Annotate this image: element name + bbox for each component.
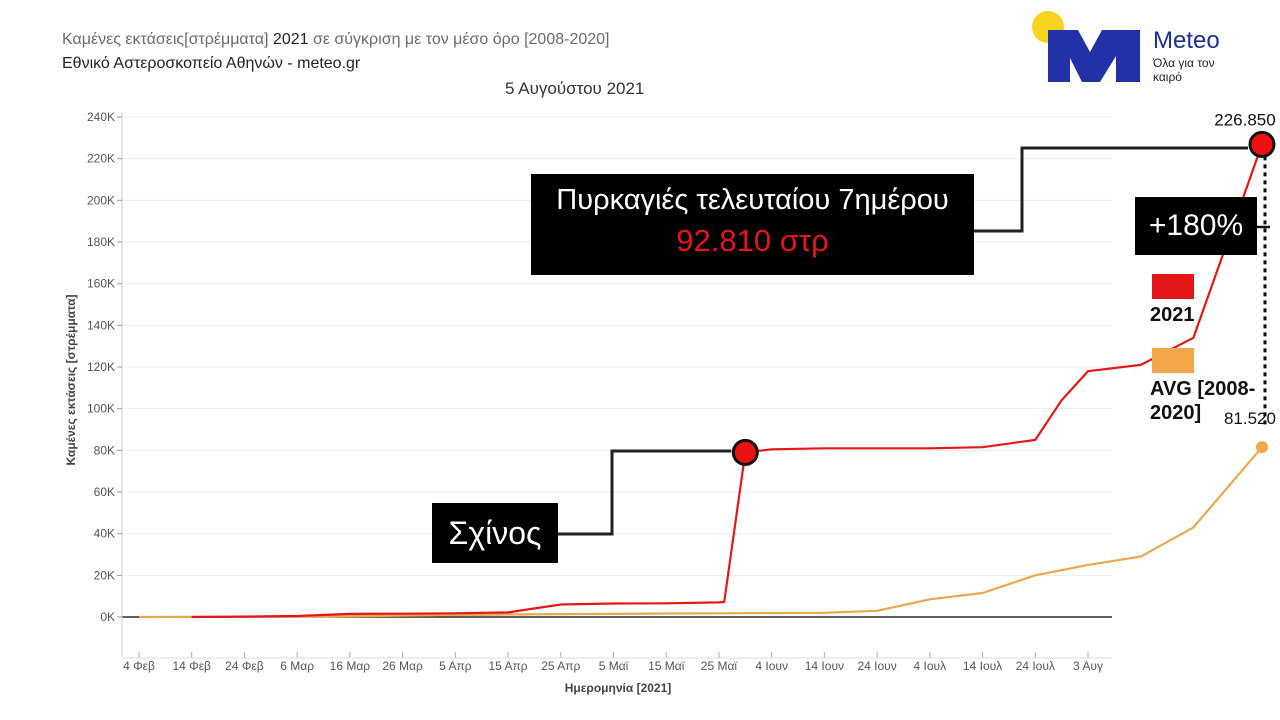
x-tick-label: 24 Ιουν xyxy=(857,659,896,673)
avg-value-label: 81.520 xyxy=(1224,409,1276,428)
schinos-box: Σχίνος xyxy=(432,503,558,563)
x-tick-label: 25 Μαϊ xyxy=(701,659,738,673)
week-box-title: Πυρκαγιές τελευταίου 7ημέρου xyxy=(556,184,949,216)
x-tick-label: 16 Μαρ xyxy=(330,659,371,673)
chart-title: Καμένες εκτάσεις[στρέμματα] 2021 σε σύγκ… xyxy=(62,31,609,49)
y-tick-label: 20K xyxy=(94,568,115,582)
y-axis: 0K 20K 40K 60K 80K 100K 120K 140K 160K 180K 200K 22… xyxy=(87,110,123,657)
percent-box: +180% xyxy=(1135,197,1257,255)
x-tick-label: 5 Απρ xyxy=(439,659,472,673)
schinos-marker xyxy=(731,438,759,466)
y-tick-label: 60K xyxy=(94,485,115,499)
series-line-2021 xyxy=(191,144,1264,619)
logo-name[interactable]: Meteo xyxy=(1153,27,1220,54)
x-tick-label: 24 Ιουλ xyxy=(1016,659,1055,673)
y-tick-label: 120K xyxy=(87,360,115,374)
x-tick-label: 4 Φεβ xyxy=(123,659,155,673)
x-tick-label: 4 Ιουν xyxy=(755,659,788,673)
chart-date: 5 Αυγούστου 2021 xyxy=(505,79,645,98)
y-tick-label: 160K xyxy=(87,277,115,291)
title-suffix: σε σύγκριση με τον μέσο όρο [2008-2020] xyxy=(312,31,610,48)
x-tick-label: 14 Ιουν xyxy=(805,659,844,673)
schinos-connector xyxy=(558,449,732,536)
y-tick-label: 40K xyxy=(94,527,115,541)
y-tick-label: 140K xyxy=(87,318,115,332)
y-tick-label: 80K xyxy=(94,443,115,457)
x-tick-label: 4 Ιουλ xyxy=(914,659,947,673)
week-box: Πυρκαγιές τελευταίου 7ημέρου 92.810 στρ xyxy=(531,174,974,275)
x-axis-title: Ημερομηνία [2021] xyxy=(565,681,672,695)
legend-label-avg: AVG [2008-2020] xyxy=(1150,378,1256,424)
x-tick-label: 15 Μαϊ xyxy=(648,659,685,673)
y-tick-label: 220K xyxy=(87,152,115,166)
peak-value-label: 226.850 xyxy=(1214,110,1275,129)
avg-end-marker xyxy=(1255,441,1268,454)
series xyxy=(138,144,1264,619)
x-tick-label: 26 Μαρ xyxy=(382,659,423,673)
y-tick-label: 240K xyxy=(87,110,115,124)
x-tick-label: 25 Απρ xyxy=(541,659,580,673)
x-tick-label: 14 Φεβ xyxy=(172,659,211,673)
y-tick-label: 100K xyxy=(87,402,115,416)
y-tick-label: 180K xyxy=(87,235,115,249)
y-tick-label: 200K xyxy=(87,193,115,207)
x-tick-label: 5 Μαϊ xyxy=(599,659,629,673)
x-tick-label: 3 Αυγ xyxy=(1073,659,1103,673)
chart-source: Εθνικό Αστεροσκοπείο Αθηνών - meteo.gr xyxy=(62,55,361,72)
legend-swatch-avg xyxy=(1152,348,1194,373)
week-box-value: 92.810 στρ xyxy=(676,223,829,258)
title-year: 2021 xyxy=(272,31,309,48)
title-prefix: Καμένες εκτάσεις[στρέμματα] xyxy=(62,31,269,48)
legend-label-2021: 2021 xyxy=(1150,304,1195,326)
annotations: 226.850 81.520 xyxy=(558,110,1276,536)
x-axis: 4 Φεβ 14 Φεβ 24 Φεβ 6 Μαρ 16 Μαρ 26 Μαρ 5 Απρ 1… xyxy=(122,652,1112,673)
logo-tagline: Όλα για τον καιρό xyxy=(1153,56,1215,84)
x-tick-label: 24 Φεβ xyxy=(225,659,264,673)
x-tick-label: 15 Απρ xyxy=(488,659,527,673)
week-box-connector xyxy=(974,146,1248,233)
peak-marker xyxy=(1248,130,1276,158)
x-tick-label: 14 Ιουλ xyxy=(963,659,1002,673)
legend-swatch-2021 xyxy=(1152,274,1194,299)
y-tick-label: 0K xyxy=(100,610,115,624)
series-line-avg xyxy=(138,446,1263,619)
y-axis-title: Καμένες εκτάσεις [στρέμματα] xyxy=(64,295,78,466)
x-tick-label: 6 Μαρ xyxy=(280,659,314,673)
